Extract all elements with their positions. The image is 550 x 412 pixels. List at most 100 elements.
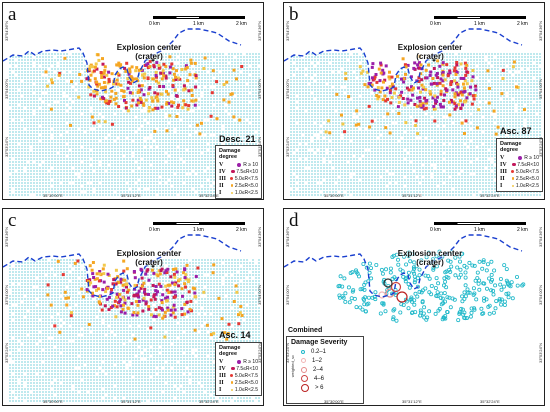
severity-circle bbox=[425, 315, 430, 320]
damage-cell bbox=[433, 119, 437, 123]
scale-bar-graphic bbox=[434, 222, 526, 225]
damage-cell bbox=[494, 132, 498, 136]
panel-letter: d bbox=[289, 210, 299, 231]
severity-circle bbox=[388, 266, 393, 271]
damage-cell bbox=[152, 293, 156, 297]
damage-cell bbox=[123, 311, 127, 315]
scale-label-2: 2 km bbox=[236, 21, 247, 27]
damage-cell bbox=[147, 305, 151, 308]
damage-cell bbox=[411, 93, 415, 97]
y-tick-label-right: 33°53'24"N bbox=[538, 343, 543, 364]
legend-range: R ≥ 10 bbox=[524, 154, 539, 161]
severity-circle bbox=[453, 273, 458, 278]
scale-label-1: 1 km bbox=[193, 227, 204, 233]
damage-cell bbox=[114, 96, 118, 100]
damage-cell bbox=[222, 83, 226, 86]
severity-circle bbox=[406, 254, 411, 259]
damage-cell bbox=[161, 308, 164, 312]
damage-cell bbox=[462, 77, 466, 80]
x-tick-label: 35°30'00"E bbox=[43, 193, 63, 198]
damage-cell bbox=[166, 267, 170, 271]
damage-cell bbox=[137, 300, 141, 303]
legend-dot-icon bbox=[230, 169, 236, 174]
damage-cell bbox=[155, 61, 159, 65]
damage-cell bbox=[183, 267, 187, 271]
damage-cell bbox=[436, 76, 440, 80]
severity-circle bbox=[362, 302, 367, 307]
damage-cell bbox=[238, 311, 242, 315]
damage-cell bbox=[367, 104, 371, 108]
damage-cell bbox=[413, 103, 417, 106]
damage-cell bbox=[98, 301, 102, 305]
damage-cell bbox=[180, 287, 184, 291]
severity-circle bbox=[396, 257, 401, 262]
damage-cell bbox=[185, 263, 189, 267]
explosion-center-label: Explosion center (crater) bbox=[388, 43, 472, 61]
damage-cell bbox=[155, 75, 158, 79]
scale-bar: 0 km 1 km 2 km bbox=[149, 214, 247, 236]
damage-cell bbox=[126, 306, 130, 310]
damage-cell bbox=[239, 305, 243, 308]
damage-cell bbox=[137, 68, 141, 72]
damage-cell bbox=[123, 301, 127, 305]
damage-degree-legend: Damage degree V R ≥ 10 IV 7.5≤R<10 III 5.0≤R<7… bbox=[215, 342, 262, 396]
x-tick-label: 35°31'12"E bbox=[121, 399, 141, 404]
severity-circle bbox=[369, 276, 374, 281]
severity-circle bbox=[364, 265, 369, 270]
damage-cell bbox=[205, 323, 209, 327]
legend-roman: II bbox=[500, 175, 505, 182]
legend-dot-icon bbox=[516, 155, 525, 160]
damage-cell bbox=[156, 97, 159, 101]
damage-cell bbox=[414, 124, 418, 127]
ring-icon bbox=[301, 375, 308, 382]
damage-cell bbox=[462, 86, 466, 90]
damage-cell bbox=[420, 83, 424, 87]
severity-circle bbox=[467, 260, 472, 265]
damage-cells bbox=[44, 53, 244, 136]
damage-cell bbox=[445, 88, 449, 92]
severity-circle bbox=[431, 267, 436, 272]
damage-cell bbox=[187, 290, 191, 294]
damage-cell bbox=[173, 295, 177, 299]
damage-cell bbox=[100, 308, 104, 312]
damage-cell bbox=[135, 313, 139, 317]
legend-dot-icon bbox=[235, 162, 244, 167]
damage-cell bbox=[154, 74, 158, 77]
damage-cell bbox=[144, 98, 148, 102]
severity-circle bbox=[457, 259, 462, 264]
legend-row: IV 7.5≤R<10 bbox=[219, 168, 258, 175]
severity-circle bbox=[499, 287, 504, 292]
damage-cell bbox=[399, 94, 402, 98]
severity-circle bbox=[336, 284, 341, 289]
damage-cell bbox=[387, 75, 391, 79]
severity-circle bbox=[400, 269, 405, 274]
damage-cell bbox=[444, 87, 448, 91]
y-tick-label-right: 33°54'00"N bbox=[538, 79, 543, 100]
explosion-center-label: Explosion center (crater) bbox=[388, 249, 472, 267]
severity-circle bbox=[447, 295, 452, 300]
severity-circle bbox=[514, 275, 519, 280]
severity-circle bbox=[412, 302, 417, 307]
damage-cell bbox=[103, 69, 107, 73]
y-tick-label-left: 33°54'00"N bbox=[285, 79, 290, 100]
damage-cell bbox=[452, 100, 456, 104]
damage-cell bbox=[117, 280, 120, 284]
damage-cell bbox=[383, 94, 387, 98]
damage-cell bbox=[193, 103, 197, 107]
damage-cell bbox=[110, 122, 114, 126]
damage-cell bbox=[386, 112, 390, 116]
damage-cell bbox=[110, 288, 114, 291]
damage-cell bbox=[406, 101, 410, 105]
crater-marker bbox=[432, 264, 436, 268]
damage-cell bbox=[182, 271, 186, 275]
damage-cell bbox=[459, 76, 463, 80]
damage-cell bbox=[148, 86, 152, 89]
severity-circle bbox=[386, 284, 391, 289]
damage-cell bbox=[456, 85, 460, 89]
damage-cell bbox=[50, 78, 53, 82]
damage-cell bbox=[474, 84, 478, 88]
severity-circle bbox=[394, 318, 399, 323]
damage-cell bbox=[175, 270, 179, 274]
severity-circle bbox=[482, 296, 487, 301]
